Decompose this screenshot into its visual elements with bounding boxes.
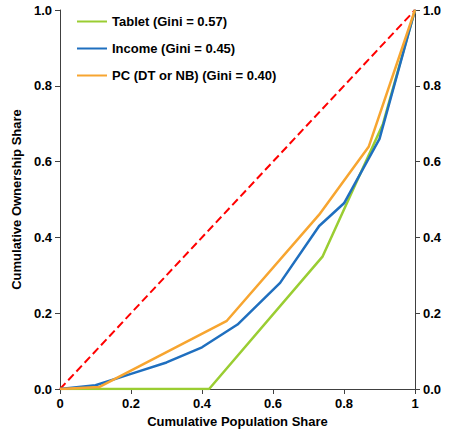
svg-text:Cumulative Population Share: Cumulative Population Share [147,414,328,429]
svg-text:0.2: 0.2 [423,306,441,321]
svg-text:Tablet (Gini = 0.57): Tablet (Gini = 0.57) [112,14,227,29]
svg-text:0.4: 0.4 [34,230,53,245]
svg-text:Cumulative Ownership Share: Cumulative Ownership Share [9,109,24,290]
svg-text:0.2: 0.2 [34,306,52,321]
svg-text:Income (Gini = 0.45): Income (Gini = 0.45) [112,41,235,56]
svg-text:0.2: 0.2 [122,396,140,411]
svg-text:0.8: 0.8 [335,396,353,411]
svg-text:0.6: 0.6 [264,396,282,411]
svg-text:0: 0 [56,396,63,411]
svg-text:1: 1 [411,396,418,411]
svg-text:0.8: 0.8 [423,78,441,93]
svg-text:0.8: 0.8 [34,78,52,93]
svg-text:0.6: 0.6 [34,154,52,169]
svg-text:1.0: 1.0 [423,3,441,18]
svg-text:0.4: 0.4 [423,230,442,245]
svg-text:0.4: 0.4 [193,396,212,411]
svg-text:0.6: 0.6 [423,154,441,169]
svg-text:PC (DT or NB) (Gini = 0.40): PC (DT or NB) (Gini = 0.40) [112,68,276,83]
svg-text:0.0: 0.0 [423,382,441,397]
svg-text:1.0: 1.0 [34,3,52,18]
svg-text:0.0: 0.0 [34,382,52,397]
